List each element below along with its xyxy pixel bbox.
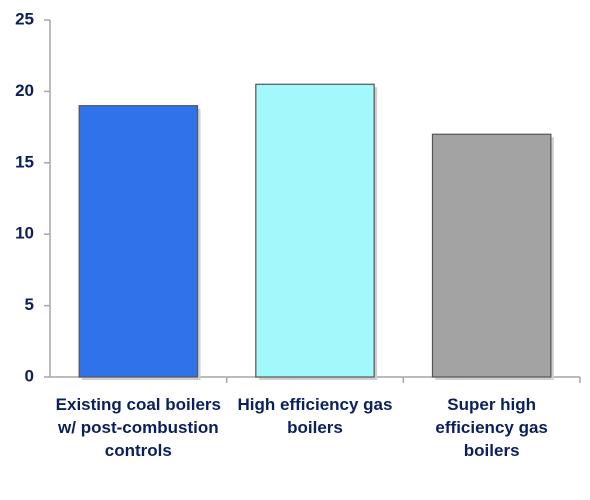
y-tick-label: 25 xyxy=(15,9,34,28)
x-tick-label: Super high efficiency gas boilers xyxy=(435,395,548,460)
y-tick-label: 10 xyxy=(15,224,34,243)
bar xyxy=(431,133,552,378)
bar xyxy=(255,83,375,378)
bar xyxy=(78,105,199,378)
y-tick-label: 15 xyxy=(15,152,34,171)
y-tick-label: 20 xyxy=(15,81,34,100)
x-tick-label: High efficiency gas boilers xyxy=(237,395,393,437)
y-tick-label: 5 xyxy=(25,295,34,314)
y-tick-label: 0 xyxy=(25,366,34,385)
x-tick-label: Existing coal boilers w/ post-combustion… xyxy=(55,395,221,460)
